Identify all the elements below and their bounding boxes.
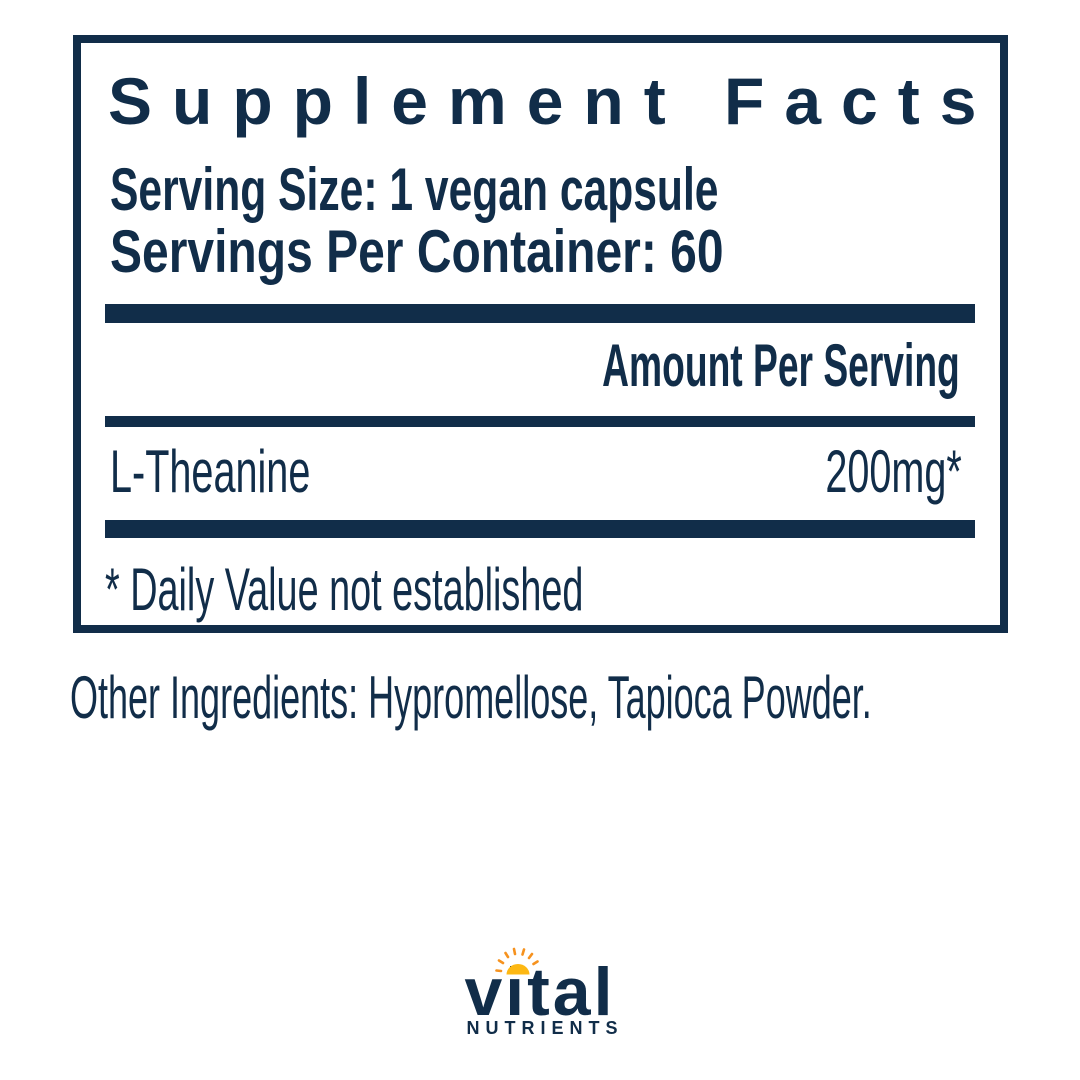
brand-wordmark: vital	[464, 947, 616, 1030]
other-ingredients-text: Other Ingredients: Hypromellose, Tapioca…	[70, 664, 872, 731]
ingredient-row-name: L-Theanine	[110, 438, 311, 505]
brand-tagline-text: NUTRIENTS	[466, 1018, 624, 1038]
supplement-facts-title: Supplement Facts	[108, 64, 997, 138]
divider-thin-middle	[105, 416, 975, 427]
amount-per-serving-header: Amount Per Serving	[602, 332, 960, 399]
ingredient-row-amount: 200mg*	[825, 438, 962, 505]
brand-logo: vital NUTRIENTS	[0, 947, 1080, 1038]
serving-size-text: Serving Size: 1 vegan capsule	[110, 156, 719, 223]
sun-icon	[495, 947, 540, 975]
servings-per-container-text: Servings Per Container: 60	[110, 218, 724, 285]
divider-thick-top	[105, 304, 975, 323]
divider-thick-bottom	[105, 520, 975, 538]
brand-name-text: vital	[464, 954, 616, 1030]
daily-value-footnote: * Daily Value not established	[105, 556, 584, 623]
supplement-facts-panel: Supplement Facts Serving Size: 1 vegan c…	[73, 35, 1008, 633]
